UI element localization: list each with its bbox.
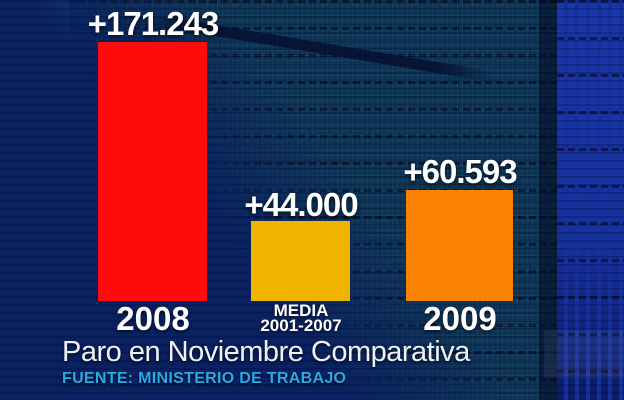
category-label-media-line2: 2001-2007 [260,316,342,335]
background-corner-glow [544,330,624,378]
category-label-media: MEDIA 2001-2007 [260,301,342,335]
chart-title: Paro en Noviembre Comparativa [62,336,470,368]
value-label-media: +44.000 [244,186,358,223]
bar-media-2001-2007 [251,221,350,301]
bar-2009 [406,190,513,301]
chart-source: FUENTE: MINISTERIO DE TRABAJO [62,370,347,387]
value-label-2008: +171.243 [87,5,220,42]
category-label-media-line1: MEDIA [273,301,329,320]
bar-2008 [98,42,207,301]
category-label-2008: 2008 [116,300,190,337]
category-label-2009: 2009 [423,300,497,337]
value-label-2009: +60.593 [403,153,517,190]
